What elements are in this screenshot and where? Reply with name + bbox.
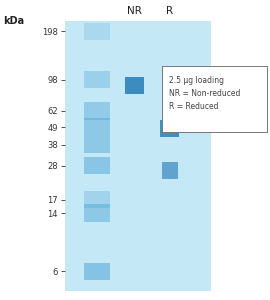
Text: kDa: kDa <box>3 16 24 26</box>
Bar <box>84 71 110 88</box>
Text: 2.5 μg loading
NR = Non-reduced
R = Reduced: 2.5 μg loading NR = Non-reduced R = Redu… <box>169 76 241 111</box>
Text: NR: NR <box>127 6 142 16</box>
Bar <box>84 136 110 153</box>
Bar <box>162 162 178 179</box>
Bar <box>84 191 110 208</box>
Bar <box>84 22 110 40</box>
Bar <box>84 262 110 280</box>
Text: R: R <box>166 6 173 16</box>
Bar <box>160 120 179 137</box>
Bar <box>84 204 110 222</box>
Bar <box>84 157 110 174</box>
Bar <box>125 77 144 94</box>
Bar <box>84 118 110 136</box>
Bar <box>84 102 110 120</box>
